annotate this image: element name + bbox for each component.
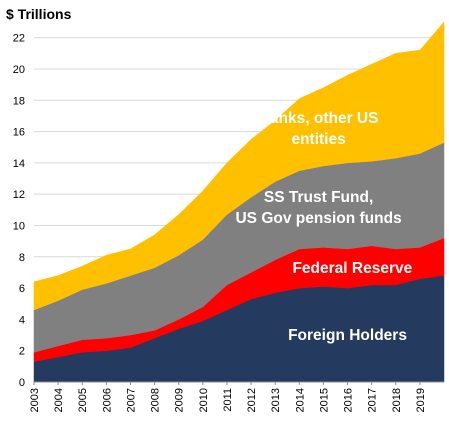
y-tick-label: 2 bbox=[19, 346, 25, 358]
x-tick-label: 2012 bbox=[246, 388, 258, 412]
y-tick-label: 4 bbox=[19, 314, 25, 326]
x-tick-label: 2010 bbox=[198, 388, 210, 412]
stacked-areas bbox=[33, 21, 445, 383]
x-tick-label: 2013 bbox=[270, 388, 282, 412]
series-label-banks: Banks, other US entities bbox=[259, 110, 379, 148]
y-tick-label: 16 bbox=[13, 127, 25, 139]
x-tick-label: 2008 bbox=[150, 388, 162, 412]
y-tick-label: 20 bbox=[13, 64, 25, 76]
y-axis-unit-label: $ Trillions bbox=[6, 6, 72, 22]
series-labels: Foreign Holders Federal Reserve SS Trust F… bbox=[235, 110, 412, 344]
x-tick-label: 2005 bbox=[77, 388, 89, 412]
x-tick-label: 2011 bbox=[222, 388, 234, 412]
x-axis-ticks: 2003 2004 2005 2006 2007 2008 2009 2010 2011 2012… bbox=[29, 382, 427, 412]
y-tick-label: 8 bbox=[19, 252, 25, 264]
x-tick-label: 2014 bbox=[294, 388, 306, 412]
x-tick-label: 2004 bbox=[53, 388, 65, 412]
area-banks bbox=[33, 21, 445, 311]
x-tick-label: 2003 bbox=[29, 388, 41, 412]
y-tick-label: 22 bbox=[13, 33, 25, 45]
series-label-fed: Federal Reserve bbox=[292, 260, 412, 277]
y-tick-label: 12 bbox=[13, 189, 25, 201]
series-label-foreign: Foreign Holders bbox=[288, 327, 407, 344]
x-tick-label: 2018 bbox=[391, 388, 403, 412]
series-label-trust: SS Trust Fund, US Gov pension funds bbox=[235, 189, 401, 227]
y-tick-label: 6 bbox=[19, 283, 25, 295]
y-tick-label: 0 bbox=[19, 377, 25, 389]
y-tick-label: 14 bbox=[13, 158, 25, 170]
x-tick-label: 2009 bbox=[174, 388, 186, 412]
x-tick-label: 2016 bbox=[343, 388, 355, 412]
y-tick-label: 18 bbox=[13, 95, 25, 107]
y-axis-ticks: 0 2 4 6 8 10 12 14 16 18 20 22 bbox=[13, 33, 25, 389]
x-tick-label: 2015 bbox=[318, 388, 330, 412]
x-tick-label: 2017 bbox=[367, 388, 379, 412]
x-tick-label: 2006 bbox=[101, 388, 113, 412]
x-tick-label: 2019 bbox=[415, 388, 427, 412]
x-tick-label: 2007 bbox=[125, 388, 137, 412]
y-tick-label: 10 bbox=[13, 220, 25, 232]
